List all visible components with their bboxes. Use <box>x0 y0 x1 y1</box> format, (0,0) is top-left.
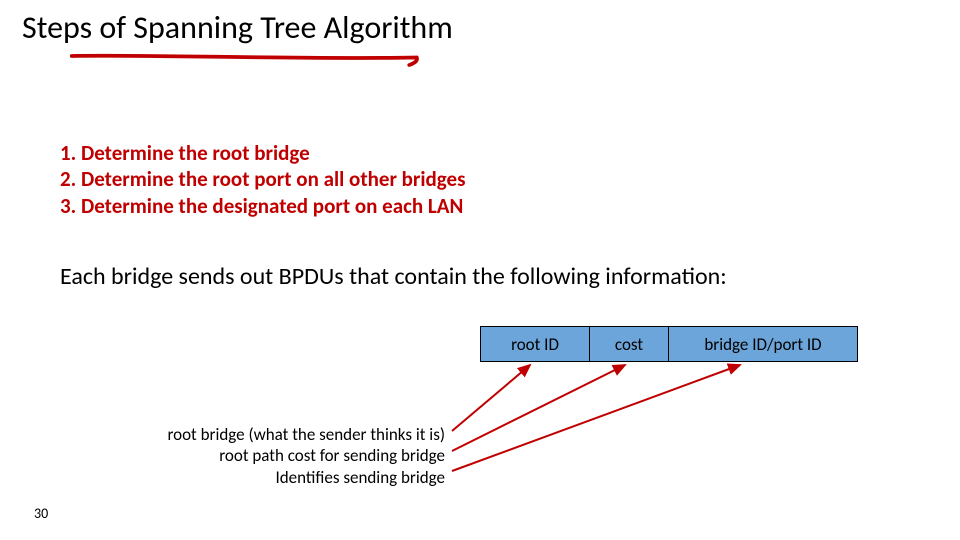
slide: Steps of Spanning Tree Algorithm 1. Dete… <box>0 0 960 540</box>
description-text: Each bridge sends out BPDUs that contain… <box>60 262 727 291</box>
step-2: 2. Determine the root port on all other … <box>60 166 466 192</box>
step-1: 1. Determine the root bridge <box>60 140 466 166</box>
page-title: Steps of Spanning Tree Algorithm <box>22 8 453 47</box>
bpdu-field-labels: root bridge (what the sender thinks it i… <box>110 424 445 488</box>
arrow-bridge-id <box>452 365 740 471</box>
label-root-path-cost: root path cost for sending bridge <box>110 445 445 466</box>
label-root-bridge: root bridge (what the sender thinks it i… <box>110 424 445 445</box>
page-number: 30 <box>34 505 48 522</box>
steps-list: 1. Determine the root bridge 2. Determin… <box>60 140 466 219</box>
arrow-cost <box>452 365 625 451</box>
step-3: 3. Determine the designated port on each… <box>60 193 466 219</box>
label-sending-bridge: Identifies sending bridge <box>110 467 445 488</box>
arrow-root-id <box>452 365 530 431</box>
bpdu-cell-bridge-port-id: bridge ID/port ID <box>668 326 858 362</box>
title-underline <box>12 50 478 68</box>
bpdu-cell-root-id: root ID <box>480 326 590 362</box>
bpdu-cell-cost: cost <box>589 326 669 362</box>
bpdu-packet: root ID cost bridge ID/port ID <box>480 326 858 362</box>
